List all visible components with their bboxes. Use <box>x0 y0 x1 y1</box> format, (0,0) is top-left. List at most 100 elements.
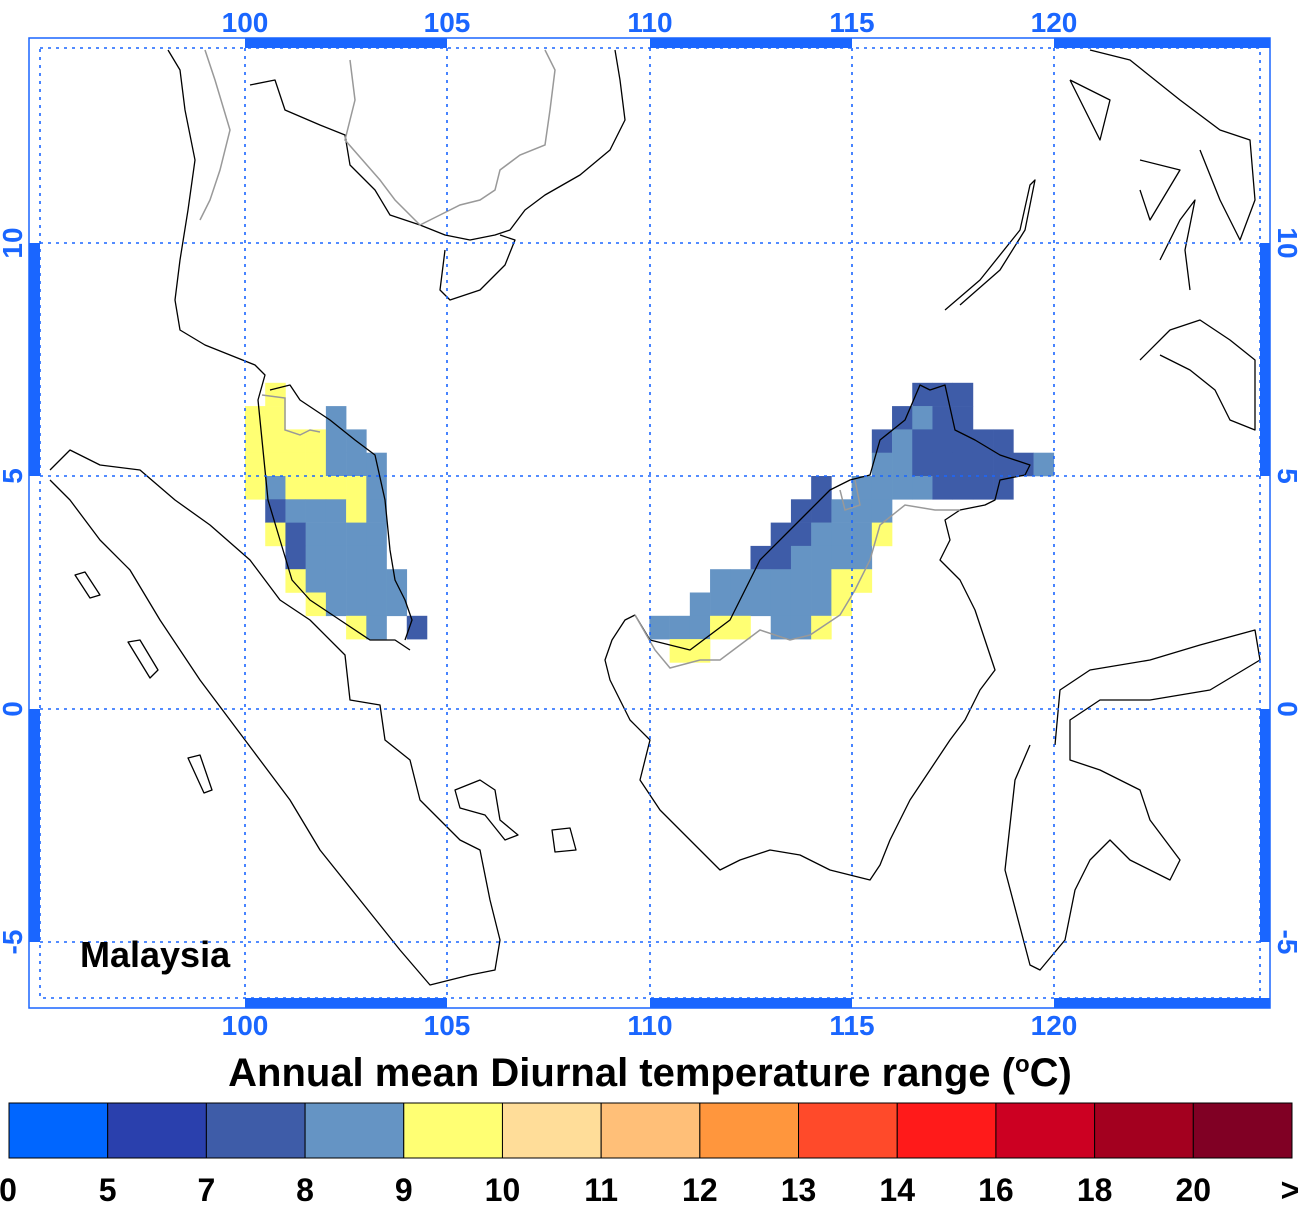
data-cell <box>831 545 852 570</box>
border-thailand-myanmar <box>199 49 231 221</box>
data-cell <box>993 429 1014 453</box>
data-cell <box>710 592 731 617</box>
lat-label: 5 <box>0 468 28 484</box>
data-cell <box>892 452 913 477</box>
colorbar-label: 14 <box>879 1172 915 1208</box>
data-cell <box>871 429 893 453</box>
colorbar-bin <box>600 1102 701 1159</box>
colorbar-label: 7 <box>197 1172 215 1208</box>
data-cell <box>346 545 367 570</box>
colorbar-label: 12 <box>682 1172 718 1208</box>
data-cell <box>851 545 873 570</box>
data-cell <box>366 522 387 547</box>
region-label: Malaysia <box>80 934 231 975</box>
data-cell <box>285 545 306 570</box>
data-cell <box>952 429 974 453</box>
data-cell <box>912 476 933 500</box>
data-cell <box>689 615 711 640</box>
lon-label: 120 <box>1031 1010 1078 1041</box>
coastline-philippines-panay <box>1159 199 1196 291</box>
colorbar: 0 5 7 8 9 10 11 12 13 14 16 18 20 > <box>0 1102 1299 1208</box>
data-cell <box>285 452 306 477</box>
lat-label: -5 <box>0 930 28 955</box>
data-cell <box>790 615 812 640</box>
data-cell <box>790 569 812 593</box>
lon-labels-bottom: 100 105 110 115 120 <box>222 1010 1078 1041</box>
lat-label: 10 <box>0 227 28 258</box>
colorbar-label: 0 <box>0 1172 17 1208</box>
data-cell <box>265 499 286 523</box>
colorbar-bin <box>501 1102 602 1159</box>
data-cell <box>305 522 327 547</box>
colorbar-bin <box>107 1102 207 1159</box>
data-cell <box>285 476 306 500</box>
coastline-philippines-north <box>1069 79 1111 141</box>
lat-labels-right: 10 5 0 -5 <box>1272 227 1300 954</box>
data-cell <box>770 545 792 570</box>
data-cell <box>689 592 711 617</box>
coastline-peninsula-southeast <box>269 384 413 641</box>
lon-label: 105 <box>424 7 471 38</box>
colorbar-label: 8 <box>296 1172 314 1208</box>
data-cell <box>325 452 347 477</box>
colorbar-bin <box>403 1102 503 1159</box>
lon-label: 120 <box>1031 7 1078 38</box>
data-cell <box>285 499 306 523</box>
data-cell <box>932 429 953 453</box>
border-malaysia-indonesia-borneo <box>634 504 960 669</box>
lat-label: -5 <box>1272 930 1300 955</box>
data-cell <box>932 406 953 430</box>
data-cell <box>285 522 306 547</box>
data-cell <box>790 545 812 570</box>
data-cell <box>366 615 387 640</box>
data-cell <box>750 592 772 617</box>
data-cell <box>871 452 893 477</box>
coastline-philippines-visayas <box>1139 159 1181 221</box>
title-unit: C) <box>1030 1051 1072 1095</box>
data-cell <box>831 592 852 617</box>
data-cell <box>932 476 953 500</box>
colorbar-bin <box>798 1102 898 1159</box>
data-cell <box>325 545 347 570</box>
lat-label: 10 <box>1272 227 1300 258</box>
data-cell <box>972 429 994 453</box>
colorbar-label: 5 <box>99 1172 117 1208</box>
data-cell <box>285 569 306 593</box>
lon-label: 115 <box>829 1010 874 1041</box>
data-cell <box>366 545 387 570</box>
data-cell <box>811 499 832 523</box>
data-cell <box>811 592 832 617</box>
colorbar-bin <box>205 1102 306 1159</box>
data-cell <box>770 592 792 617</box>
data-cell <box>649 615 670 640</box>
data-cell <box>871 476 893 500</box>
colorbar-label: 16 <box>978 1172 1014 1208</box>
data-cell <box>1013 452 1034 477</box>
colorbar-label: 20 <box>1176 1172 1212 1208</box>
data-cell <box>265 476 286 500</box>
data-cell <box>366 569 387 593</box>
data-cell <box>325 476 347 500</box>
data-cell <box>892 406 913 430</box>
coastline-philippines-mindanao <box>1139 319 1256 431</box>
data-cell <box>325 592 347 617</box>
data-cell <box>325 569 347 593</box>
island-1 <box>74 571 101 599</box>
lon-label: 115 <box>829 7 874 38</box>
data-cell <box>305 429 327 453</box>
data-cell <box>851 476 873 500</box>
coastline-sumatra <box>49 449 501 986</box>
gridlines <box>39 47 1261 999</box>
data-cell <box>305 569 327 593</box>
data-cell <box>325 406 347 430</box>
data-cell <box>346 615 367 640</box>
data-cell <box>245 452 266 477</box>
data-cell <box>305 545 327 570</box>
data-cell <box>386 569 408 593</box>
data-cell <box>245 429 266 453</box>
data-cell <box>730 569 751 593</box>
data-cell <box>305 499 327 523</box>
colorbar-bin <box>995 1102 1096 1159</box>
data-cell <box>831 569 852 593</box>
